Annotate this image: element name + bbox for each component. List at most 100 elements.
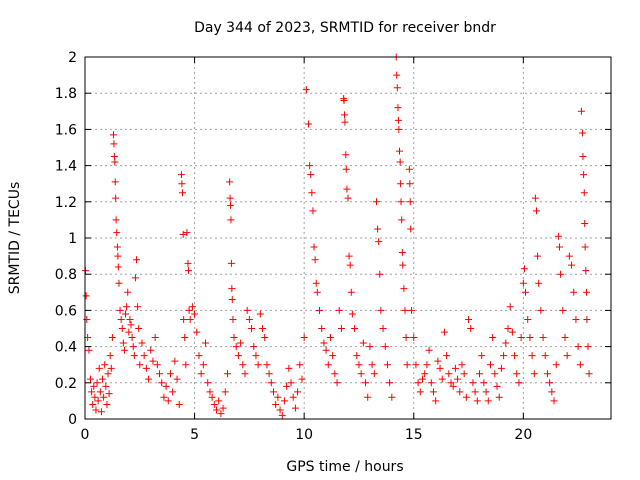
y-tick-label: 2 xyxy=(68,50,77,66)
data-point xyxy=(500,352,508,360)
data-point xyxy=(82,292,90,300)
data-point xyxy=(197,370,205,378)
y-tick-label: 1.8 xyxy=(55,86,77,102)
data-point xyxy=(136,361,144,369)
data-point xyxy=(101,361,109,369)
data-point xyxy=(581,243,589,251)
data-point xyxy=(493,382,501,390)
data-point xyxy=(208,393,216,401)
data-point xyxy=(283,382,291,390)
data-point xyxy=(337,325,345,332)
data-point xyxy=(584,343,592,351)
y-axis-ticks: 0 0.2 0.4 0.6 0.8 1 1.2 1.4 1.6 1.8 2 xyxy=(55,50,611,428)
x-tick-label: 0 xyxy=(81,427,90,443)
data-point xyxy=(248,325,256,332)
data-point xyxy=(308,189,316,197)
x-tick-label: 20 xyxy=(514,427,532,443)
data-point xyxy=(127,321,135,329)
data-point xyxy=(94,397,102,405)
data-point xyxy=(179,189,187,197)
data-point xyxy=(232,343,240,351)
data-point xyxy=(105,390,113,398)
data-point xyxy=(515,379,523,387)
data-point xyxy=(340,96,348,104)
data-point xyxy=(460,370,468,378)
data-point xyxy=(396,147,404,155)
data-point xyxy=(582,267,590,275)
data-point xyxy=(131,274,139,282)
data-point xyxy=(546,379,554,387)
data-point xyxy=(109,131,117,139)
data-point xyxy=(199,361,207,369)
data-point xyxy=(267,379,275,387)
data-point xyxy=(583,315,591,323)
data-point xyxy=(532,207,540,215)
data-point xyxy=(535,279,543,287)
data-point xyxy=(550,397,558,405)
data-point xyxy=(104,370,112,378)
data-point xyxy=(438,375,446,383)
data-point xyxy=(379,325,387,332)
data-point xyxy=(138,339,146,347)
data-point xyxy=(467,325,475,332)
data-point xyxy=(484,397,492,405)
data-point xyxy=(227,201,235,209)
data-point xyxy=(579,129,587,137)
data-point xyxy=(226,178,234,186)
data-point xyxy=(406,180,414,188)
data-point xyxy=(353,352,361,360)
data-point xyxy=(568,261,576,269)
data-point xyxy=(215,397,223,405)
data-point xyxy=(99,375,107,383)
data-point xyxy=(153,361,161,369)
data-point xyxy=(403,361,411,369)
data-point xyxy=(160,393,168,401)
data-point xyxy=(372,198,380,206)
data-point xyxy=(491,370,499,378)
data-point xyxy=(89,401,97,409)
data-point xyxy=(100,393,108,401)
x-tick-label: 10 xyxy=(295,427,313,443)
data-point xyxy=(519,279,527,287)
data-point xyxy=(276,406,284,414)
data-point xyxy=(241,370,249,378)
data-point xyxy=(306,162,314,170)
data-point xyxy=(239,361,247,369)
data-point xyxy=(465,315,473,323)
data-point xyxy=(462,393,470,401)
data-point xyxy=(427,379,435,387)
data-point xyxy=(149,357,157,365)
data-point xyxy=(347,288,355,296)
data-point xyxy=(103,401,111,409)
data-point xyxy=(414,379,422,387)
y-tick-label: 0.6 xyxy=(55,303,77,319)
data-point xyxy=(193,328,201,336)
data-point xyxy=(570,288,578,296)
data-point xyxy=(395,125,403,133)
data-point xyxy=(343,185,351,193)
data-point xyxy=(234,352,242,360)
data-point xyxy=(133,256,141,264)
data-point xyxy=(381,343,389,351)
data-point xyxy=(396,158,404,166)
data-point xyxy=(482,388,490,396)
data-point xyxy=(388,393,396,401)
x-axis-label: GPS time / hours xyxy=(286,459,403,475)
data-point xyxy=(122,310,130,318)
data-point xyxy=(329,352,337,360)
data-point xyxy=(478,352,486,360)
data-point xyxy=(316,306,324,314)
data-point xyxy=(254,361,262,369)
data-point xyxy=(169,388,177,396)
data-point xyxy=(394,104,402,112)
y-tick-label: 1.2 xyxy=(55,195,77,211)
data-point xyxy=(528,352,536,360)
data-point xyxy=(577,107,585,115)
data-point xyxy=(517,334,525,342)
data-point xyxy=(351,325,359,332)
data-point xyxy=(524,315,532,323)
data-point xyxy=(526,334,534,342)
data-point xyxy=(399,261,407,269)
data-point xyxy=(195,352,203,360)
